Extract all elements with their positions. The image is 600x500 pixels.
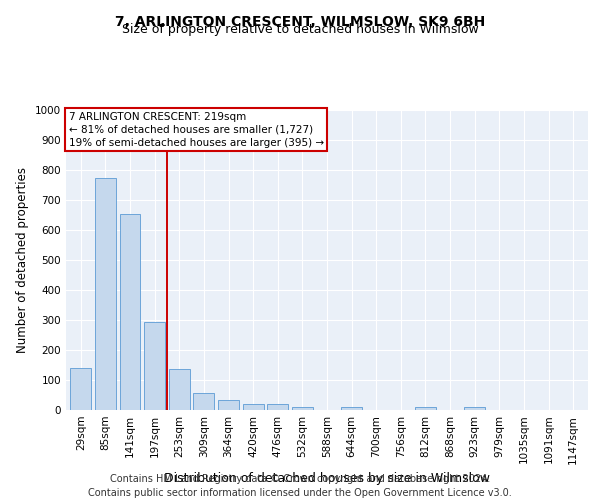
Bar: [267, 404, 288, 410]
Bar: [415, 407, 436, 410]
Y-axis label: Number of detached properties: Number of detached properties: [16, 167, 29, 353]
Text: 7, ARLINGTON CRESCENT, WILMSLOW, SK9 6BH: 7, ARLINGTON CRESCENT, WILMSLOW, SK9 6BH: [115, 15, 485, 29]
Text: Size of property relative to detached houses in Wilmslow: Size of property relative to detached ho…: [122, 22, 478, 36]
Text: Contains HM Land Registry data © Crown copyright and database right 2024.
Contai: Contains HM Land Registry data © Crown c…: [88, 474, 512, 498]
Bar: [242, 404, 263, 410]
Bar: [95, 178, 116, 410]
Bar: [193, 393, 214, 410]
Bar: [169, 368, 190, 410]
Bar: [144, 322, 165, 410]
Bar: [70, 368, 91, 410]
Text: 7 ARLINGTON CRESCENT: 219sqm
← 81% of detached houses are smaller (1,727)
19% of: 7 ARLINGTON CRESCENT: 219sqm ← 81% of de…: [68, 112, 324, 148]
Bar: [218, 400, 239, 410]
Bar: [292, 407, 313, 410]
Bar: [119, 214, 140, 410]
Bar: [341, 407, 362, 410]
Bar: [464, 407, 485, 410]
X-axis label: Distribution of detached houses by size in Wilmslow: Distribution of detached houses by size …: [164, 472, 490, 485]
